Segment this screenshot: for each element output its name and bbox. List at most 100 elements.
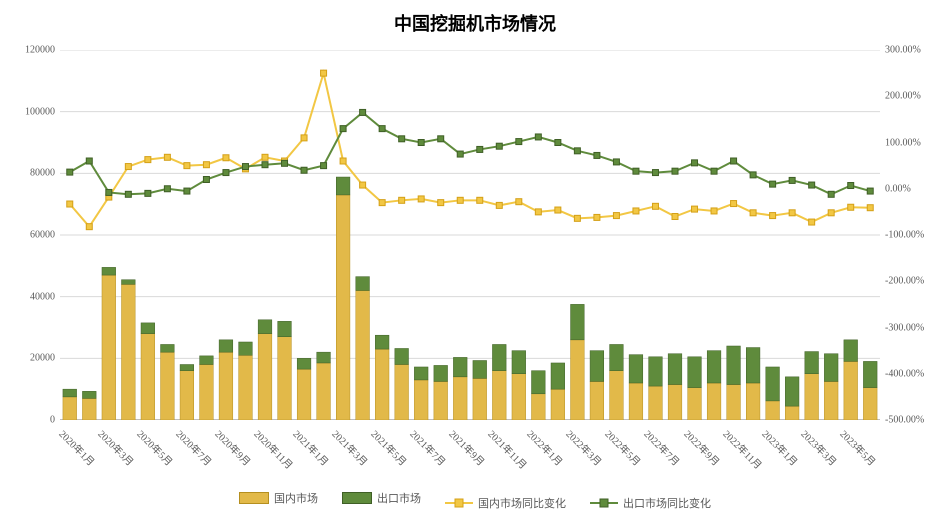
y-right-tick: 300.00% — [885, 45, 921, 56]
line-export-marker — [262, 162, 268, 168]
bar-domestic — [766, 401, 780, 420]
line-domestic-marker — [379, 200, 385, 206]
bar-export — [688, 357, 702, 388]
x-tick: 2020年1月 — [56, 426, 98, 468]
bar-domestic — [297, 369, 311, 420]
line-domestic-marker — [418, 196, 424, 202]
y-left-tick: 40000 — [0, 291, 55, 302]
line-export-marker — [633, 168, 639, 174]
bar-export — [161, 344, 175, 352]
bar-domestic — [863, 388, 877, 420]
bar-domestic — [707, 383, 721, 420]
line-export-marker — [340, 126, 346, 132]
legend-item-domestic_bar: 国内市场 — [239, 490, 318, 506]
legend-label: 出口市场 — [377, 490, 421, 506]
line-export-marker — [457, 151, 463, 157]
bar-export — [258, 320, 272, 334]
line-export-marker — [399, 136, 405, 142]
legend-swatch-bar — [342, 492, 372, 504]
line-export-marker — [496, 143, 502, 149]
line-export-marker — [828, 191, 834, 197]
bar-export — [180, 365, 194, 371]
bar-export — [571, 304, 585, 339]
line-domestic-marker — [457, 197, 463, 203]
line-domestic-marker — [223, 155, 229, 161]
line-export-marker — [242, 164, 248, 170]
line-domestic-marker — [692, 206, 698, 212]
line-export-marker — [750, 172, 756, 178]
line-domestic-marker — [574, 215, 580, 221]
bar-domestic — [453, 377, 467, 420]
bar-domestic — [590, 381, 604, 420]
x-tick: 2021年5月 — [369, 426, 411, 468]
y-right-tick: -300.00% — [885, 322, 924, 333]
y-left-tick: 80000 — [0, 168, 55, 179]
y-right-tick: 100.00% — [885, 137, 921, 148]
bar-domestic — [395, 365, 409, 421]
bar-domestic — [375, 349, 389, 420]
bar-domestic — [102, 275, 116, 420]
line-export-marker — [125, 191, 131, 197]
line-export-marker — [164, 186, 170, 192]
legend-label: 国内市场 — [274, 490, 318, 506]
bar-export — [414, 367, 428, 380]
line-export-marker — [809, 182, 815, 188]
line-domestic-marker — [203, 162, 209, 168]
line-export-marker — [223, 170, 229, 176]
line-domestic-marker — [555, 207, 561, 213]
x-tick: 2020年7月 — [173, 426, 215, 468]
x-tick: 2023年1月 — [759, 426, 801, 468]
bar-export — [649, 357, 663, 386]
chart-container: 中国挖掘机市场情况 020000400006000080000100000120… — [0, 0, 950, 517]
bar-export — [492, 344, 506, 370]
bar-export — [746, 348, 760, 383]
bar-domestic — [317, 363, 331, 420]
legend-label: 国内市场同比变化 — [478, 495, 566, 511]
bar-domestic — [551, 389, 565, 420]
x-tick: 2021年11月 — [486, 426, 532, 472]
y-left-tick: 100000 — [0, 106, 55, 117]
line-domestic-marker — [770, 213, 776, 219]
bar-export — [239, 342, 253, 355]
x-tick: 2022年1月 — [525, 426, 567, 468]
line-domestic-marker — [360, 182, 366, 188]
line-export-marker — [360, 109, 366, 115]
legend-item-export_bar: 出口市场 — [342, 490, 421, 506]
bar-domestic — [844, 361, 858, 420]
bar-domestic — [278, 337, 292, 420]
bar-domestic — [571, 340, 585, 420]
line-domestic-marker — [594, 214, 600, 220]
legend-item-export_line: 出口市场同比变化 — [590, 495, 711, 511]
line-export-marker — [145, 190, 151, 196]
bar-domestic — [532, 394, 546, 420]
line-export-marker — [184, 188, 190, 194]
y-left-tick: 20000 — [0, 353, 55, 364]
y-right-tick: -200.00% — [885, 276, 924, 287]
bar-export — [668, 354, 682, 385]
line-export-marker — [731, 158, 737, 164]
line-domestic-marker — [321, 70, 327, 76]
x-tick: 2020年5月 — [134, 426, 176, 468]
x-tick: 2021年3月 — [329, 426, 371, 468]
bar-export — [590, 351, 604, 382]
line-domestic-marker — [613, 213, 619, 219]
x-tick: 2020年3月 — [95, 426, 137, 468]
bar-export — [336, 177, 350, 195]
line-export-line — [70, 112, 870, 194]
y-left-tick: 60000 — [0, 230, 55, 241]
line-export-marker — [438, 136, 444, 142]
line-export-marker — [692, 160, 698, 166]
bar-export — [844, 340, 858, 362]
bar-export — [610, 344, 624, 370]
bar-export — [551, 363, 565, 389]
x-tick: 2023年5月 — [837, 426, 879, 468]
y-right-tick: -400.00% — [885, 368, 924, 379]
bar-domestic — [141, 334, 155, 420]
bar-export — [122, 280, 136, 285]
line-export-marker — [613, 159, 619, 165]
bar-domestic — [258, 334, 272, 420]
legend-item-domestic_line: 国内市场同比变化 — [445, 495, 566, 511]
line-export-marker — [379, 126, 385, 132]
bar-export — [356, 277, 370, 291]
bar-domestic — [473, 378, 487, 420]
